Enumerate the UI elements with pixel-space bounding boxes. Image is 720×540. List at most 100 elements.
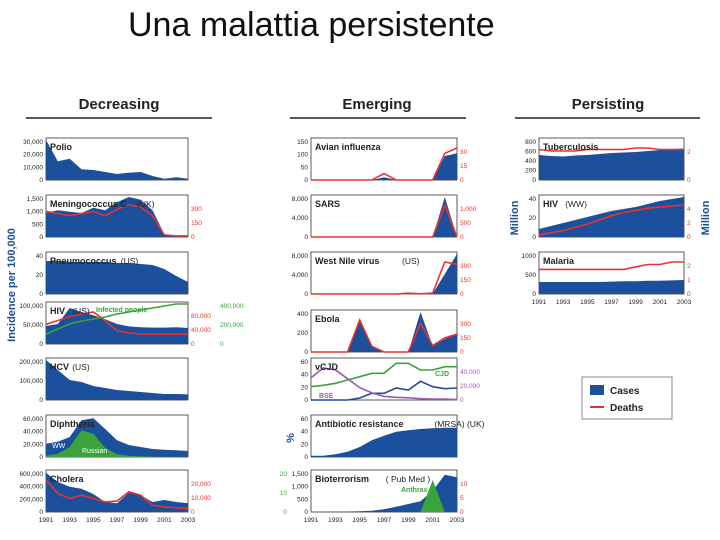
right-tick-label: 500 — [460, 220, 471, 227]
percent-axis-label: % — [285, 433, 297, 443]
right-tick-label: 0 — [191, 341, 195, 348]
right-tick-label: 10,000 — [191, 495, 211, 502]
y-tick-label: 10,000 — [23, 164, 43, 171]
right-tick-label: 300 — [460, 263, 471, 270]
series-area-cases — [539, 148, 684, 180]
legend-deaths-label: Deaths — [610, 403, 644, 414]
series-area-cases — [311, 254, 457, 294]
column-header-persisting: Persisting — [572, 96, 645, 113]
y-tick-label: 400 — [525, 158, 536, 165]
x-tick-label: 2003 — [181, 517, 196, 524]
y-tick-label: 0 — [304, 349, 308, 356]
series-area-cases — [46, 360, 188, 400]
series-line-deaths — [311, 147, 458, 181]
x-tick-label: 1991 — [39, 517, 54, 524]
right-tick-label: 150 — [460, 277, 471, 284]
panel-title: Pneumococcus — [50, 256, 117, 266]
right-tick-label: 0 — [460, 397, 464, 404]
y-tick-label: 1,000 — [292, 484, 309, 491]
y-tick-label: 0 — [532, 291, 536, 298]
panel-title: Ebola — [315, 314, 340, 324]
y-tick-label: 20 — [529, 215, 537, 222]
right-tick-label: 4 — [687, 206, 691, 213]
series-area-anthrax — [311, 480, 457, 512]
y-tick-label: 600,000 — [20, 471, 44, 478]
series-line-deaths — [311, 261, 458, 295]
series-area-cases — [311, 153, 457, 180]
series-label-cjd: CJD — [435, 371, 449, 378]
y-tick-label: 1000 — [522, 253, 537, 260]
y-tick-label: 1,000 — [27, 209, 44, 216]
series-line-deaths — [45, 204, 188, 237]
y-tick-label: 20 — [301, 441, 309, 448]
series-area-cases — [46, 261, 188, 294]
y-tick-label: 60 — [301, 416, 309, 423]
y-tick-label: 40 — [301, 372, 309, 379]
y-tick-label: 20,000 — [23, 152, 43, 159]
y-tick-label: 0 — [39, 291, 43, 298]
y-tick-label: 40 — [301, 429, 309, 436]
right-tick-label: 80,000 — [191, 313, 211, 320]
panel-title: Avian influenza — [315, 142, 382, 152]
y-tick-label: 200 — [297, 330, 308, 337]
panel-subtitle: (US) — [402, 256, 420, 266]
right-tick-label: 0 — [460, 234, 464, 241]
y-tick-label: 40,000 — [23, 429, 43, 436]
series-area-cases — [311, 474, 457, 512]
legend-frame — [581, 376, 673, 420]
right-tick-label: 1,000 — [460, 206, 477, 213]
series-line-deaths — [538, 147, 684, 152]
panel-title: Malaria — [543, 256, 575, 266]
million-axis-label-left: Million — [509, 200, 521, 235]
y-tick-label: 40 — [529, 196, 537, 203]
right-tick-label: 20,000 — [460, 383, 480, 390]
series-line-deaths — [45, 311, 188, 335]
right-tick-label: 0 — [191, 234, 195, 241]
right-tick-label: 10 — [460, 481, 468, 488]
y-tick-label: 0 — [39, 341, 43, 348]
right-tick-label: 150 — [460, 335, 471, 342]
y-tick-label: 500 — [297, 496, 308, 503]
column-header-emerging: Emerging — [342, 96, 411, 113]
series-line-vcjd — [311, 380, 458, 401]
y-tick-label: 0 — [304, 397, 308, 404]
series-line-deaths — [311, 317, 458, 353]
x-tick-label: 1997 — [110, 517, 125, 524]
slide-title: Una malattia persistente — [128, 6, 495, 44]
series-area-cases — [46, 472, 188, 512]
y-tick-label: 100 — [297, 152, 308, 159]
series-line-bse — [310, 367, 458, 401]
right-tick-label: 2 — [687, 263, 691, 270]
y-tick-label: 0 — [304, 177, 308, 184]
right-tick-label: 5 — [460, 495, 464, 502]
right-tick-label: 0 — [460, 177, 464, 184]
left2-tick-label: 0 — [283, 509, 287, 516]
disease-trends-figure: Decreasing Emerging Persisting Incidence… — [6, 96, 712, 524]
y-tick-label: 0 — [39, 177, 43, 184]
y-tick-label: 0 — [39, 509, 43, 516]
panel-title: HCV — [50, 362, 69, 372]
panels-group: Polio 30,000 20,000 10,000 0 Meningococcus C (… — [20, 137, 692, 524]
million-axis-label-right: Million — [700, 200, 712, 235]
panel-title: Tuberculosis — [543, 142, 598, 152]
y-tick-label: 60 — [301, 359, 309, 366]
panel-subtitle: (US) — [72, 306, 90, 316]
left2-tick-label: 10 — [280, 490, 288, 497]
right-tick-label: 15 — [460, 163, 468, 170]
x-tick-label: 1999 — [628, 299, 643, 306]
y-tick-label: 8,000 — [292, 253, 309, 260]
y-tick-label: 0 — [304, 454, 308, 461]
y-tick-label: 60,000 — [23, 416, 43, 423]
y-tick-label: 500 — [525, 272, 536, 279]
x-tick-label: 1993 — [556, 299, 571, 306]
y-tick-label: 1,500 — [27, 196, 44, 203]
y-tick-label: 600 — [525, 149, 536, 156]
panel-title: HIV — [50, 306, 65, 316]
series-area-cases — [539, 280, 684, 294]
x-tick-label: 1999 — [133, 517, 148, 524]
x-tick-label: 2003 — [450, 517, 465, 524]
y-tick-label: 800 — [525, 139, 536, 146]
x-tick-label: 1999 — [401, 517, 416, 524]
left2-tick-label: 20 — [280, 471, 288, 478]
y-tick-label: 4,000 — [292, 215, 309, 222]
